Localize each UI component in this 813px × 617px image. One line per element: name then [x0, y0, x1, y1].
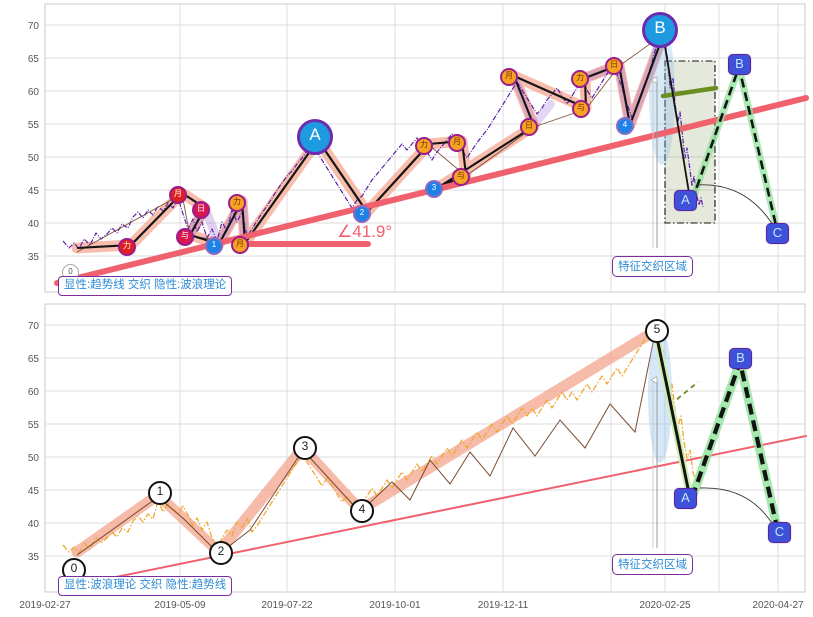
wave-node-3[interactable]: 3 [425, 180, 443, 198]
y-tick-label: 55 [28, 420, 40, 431]
chart-panel-bottom: 70 65 60 55 50 45 40 35 [0, 300, 813, 617]
wave-node-li1[interactable]: 力 [118, 238, 136, 256]
angle-annotation-top: ∠41.9° [337, 222, 393, 241]
x-tick-label: 2019-07-22 [261, 600, 313, 611]
wave-node-yu2[interactable]: 与 [452, 168, 470, 186]
forecast-tag-B-bottom[interactable]: B [729, 348, 752, 369]
y-tick-label: 70 [28, 21, 40, 32]
wave-node-2-bottom[interactable]: 2 [209, 541, 233, 565]
price-series-top-decline [663, 35, 704, 208]
top-y-ticks: 70 65 60 55 50 45 40 35 [28, 21, 40, 263]
y-tick-label: 60 [28, 387, 40, 398]
y-tick-label: 40 [28, 519, 40, 530]
wave-node-ri2[interactable]: 日 [520, 118, 538, 136]
y-tick-label: 50 [28, 453, 40, 464]
chart-panel-top: 70 65 60 55 50 45 40 35 [0, 0, 813, 300]
y-tick-label: 50 [28, 153, 40, 164]
wave-node-B[interactable]: B [642, 12, 678, 48]
annotation-leader-top [653, 80, 658, 248]
legend-top[interactable]: 显性:趋势线 交织 隐性:波浪理论 [58, 276, 233, 296]
y-tick-label: 55 [28, 120, 40, 131]
wave-node-ri1[interactable]: 日 [192, 201, 210, 219]
forecast-tag-C-bottom[interactable]: C [768, 522, 791, 543]
y-tick-label: 70 [28, 321, 40, 332]
wave-node-yue4[interactable]: 月 [500, 68, 518, 86]
x-tick-label: 2020-04-27 [752, 600, 804, 611]
wave-node-ri3[interactable]: 日 [605, 57, 623, 75]
wave-node-4[interactable]: 4 [616, 117, 634, 135]
green-support-top [660, 85, 719, 99]
x-tick-labels: 2019-02-27 2019-05-09 2019-07-22 2019-10… [19, 600, 804, 611]
annotation-leader-bottom [653, 380, 658, 548]
wave-node-A[interactable]: A [297, 119, 333, 155]
projection-arc-bottom [699, 487, 777, 532]
green-stub-bottom [669, 381, 699, 406]
forecast-tag-B-top[interactable]: B [728, 54, 751, 75]
wave-node-yue1[interactable]: 月 [169, 186, 187, 204]
legend-bottom[interactable]: 显性:波浪理论 交织 隐性:趋势线 [58, 576, 233, 596]
wave-node-yu1[interactable]: 与 [176, 228, 194, 246]
wave-node-yue2[interactable]: 月 [231, 236, 249, 254]
wave-node-2[interactable]: 2 [353, 205, 371, 223]
y-tick-label: 45 [28, 486, 40, 497]
forecast-tag-A-bottom[interactable]: A [674, 488, 697, 509]
wave-node-li2[interactable]: 力 [228, 194, 246, 212]
wave-node-4-bottom[interactable]: 4 [350, 499, 374, 523]
y-tick-label: 35 [28, 552, 40, 563]
price-series-bottom [62, 329, 653, 554]
y-tick-label: 65 [28, 354, 40, 365]
wave-node-1-bottom[interactable]: 1 [148, 481, 172, 505]
top-panel-plot: 70 65 60 55 50 45 40 35 [28, 3, 809, 293]
impulse-down-top [662, 33, 691, 200]
price-series-bottom-decline [655, 335, 701, 486]
y-tick-label: 45 [28, 186, 40, 197]
feature-zone-annotation-bottom[interactable]: 特征交织区域 [612, 554, 693, 575]
projection-arc-top [696, 184, 777, 232]
y-tick-label: 35 [28, 252, 40, 263]
wave-node-5-bottom[interactable]: 5 [645, 319, 669, 343]
bottom-panel-plot: 70 65 60 55 50 45 40 35 [19, 303, 807, 611]
y-tick-label: 40 [28, 219, 40, 230]
pivot-highlight-bottom [648, 327, 672, 463]
bottom-y-ticks: 70 65 60 55 50 45 40 35 [28, 321, 40, 563]
y-tick-label: 65 [28, 54, 40, 65]
wave-band-bottom [71, 325, 661, 558]
x-tick-label: 2019-05-09 [154, 600, 206, 611]
forecast-tag-C-top[interactable]: C [766, 223, 789, 244]
y-tick-label: 60 [28, 87, 40, 98]
wave-node-li3[interactable]: 力 [415, 137, 433, 155]
wave-node-yu3[interactable]: 与 [572, 100, 590, 118]
forecast-tag-A-top[interactable]: A [674, 190, 697, 211]
feature-zone-annotation-top[interactable]: 特征交织区域 [612, 256, 693, 277]
wave-node-li4[interactable]: 力 [571, 70, 589, 88]
x-tick-label: 2019-12-11 [478, 600, 529, 611]
wave-node-1[interactable]: 1 [205, 237, 223, 255]
wave-node-3-bottom[interactable]: 3 [293, 436, 317, 460]
bottom-grid [44, 303, 806, 593]
x-tick-label: 2020-02-25 [639, 600, 691, 611]
x-tick-label: 2019-10-01 [369, 600, 421, 611]
x-tick-label: 2019-02-27 [19, 600, 71, 611]
impulse-down-bottom [654, 332, 692, 499]
wave-node-yue3[interactable]: 月 [448, 134, 466, 152]
